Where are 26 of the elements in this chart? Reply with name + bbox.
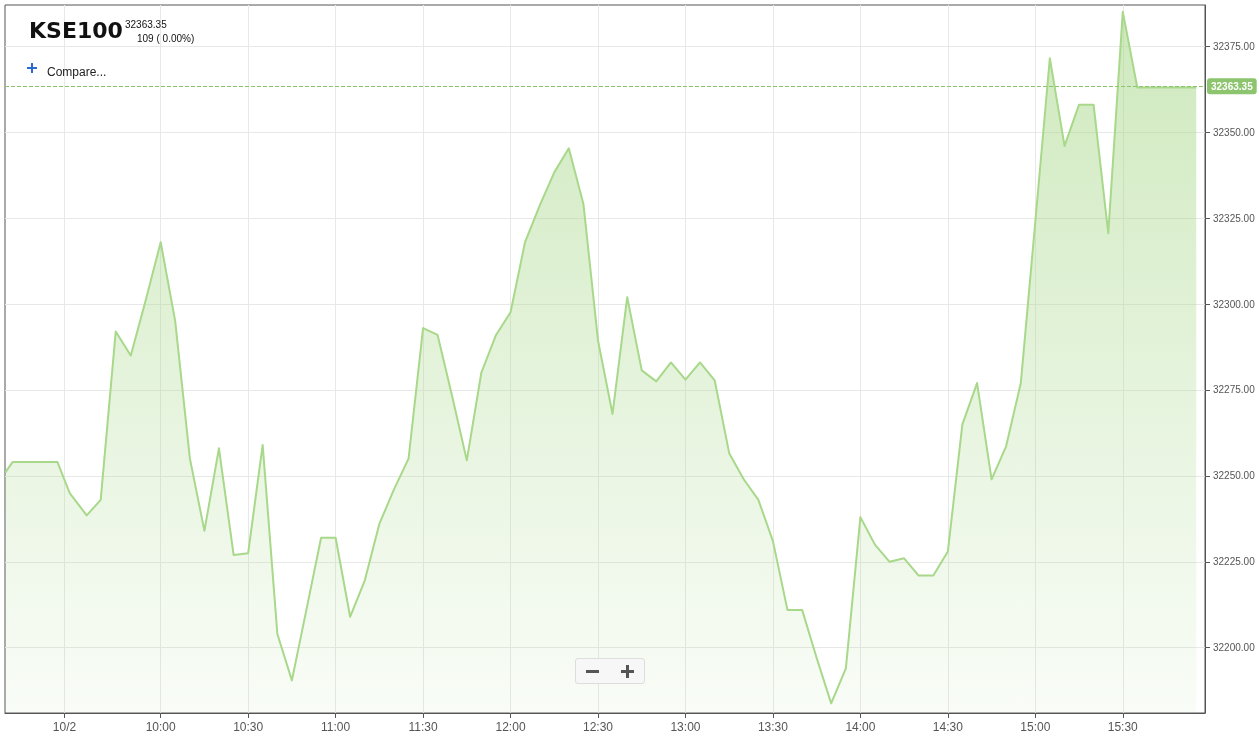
text: 32363.35 xyxy=(125,18,168,30)
x-tick-label: 10/2 xyxy=(52,720,77,734)
annotation: Compare... xyxy=(47,65,107,79)
y-tick-label: 32275.00 xyxy=(1213,384,1256,396)
y-tick-label: 32300.00 xyxy=(1213,298,1256,310)
x-tick-label: 14:30 xyxy=(932,720,964,734)
x-tick-label: 10:30 xyxy=(233,720,264,734)
annotation: 109 ( 0.00%) xyxy=(137,32,195,44)
x-tick-label: 14:00 xyxy=(845,720,876,734)
x-tick-label: 15:00 xyxy=(1020,720,1051,734)
x-tick-label: 13:00 xyxy=(670,720,701,734)
x-tick-label: 10:00 xyxy=(145,720,177,734)
y-tick-label: 32225.00 xyxy=(1213,556,1256,568)
ref-line-label: 32363.35 xyxy=(1211,80,1254,92)
x-tick-label: 11:00 xyxy=(321,720,351,734)
x-tick-label: 13:30 xyxy=(757,720,789,734)
x-tick-label: 11:30 xyxy=(408,720,438,734)
y-tick-label: 32200.00 xyxy=(1213,642,1256,654)
y-tick-label: 32250.00 xyxy=(1213,470,1256,482)
y-tick-label: 32375.00 xyxy=(1213,40,1256,52)
x-tick-label: 12:00 xyxy=(495,720,526,734)
x-tick-label: 12:30 xyxy=(582,720,614,734)
y-tick-label: 32325.00 xyxy=(1213,212,1256,224)
y-tick-label: 32350.00 xyxy=(1213,126,1256,138)
text: KSE100 xyxy=(29,17,123,43)
x-tick-label: 15:30 xyxy=(1107,720,1139,734)
